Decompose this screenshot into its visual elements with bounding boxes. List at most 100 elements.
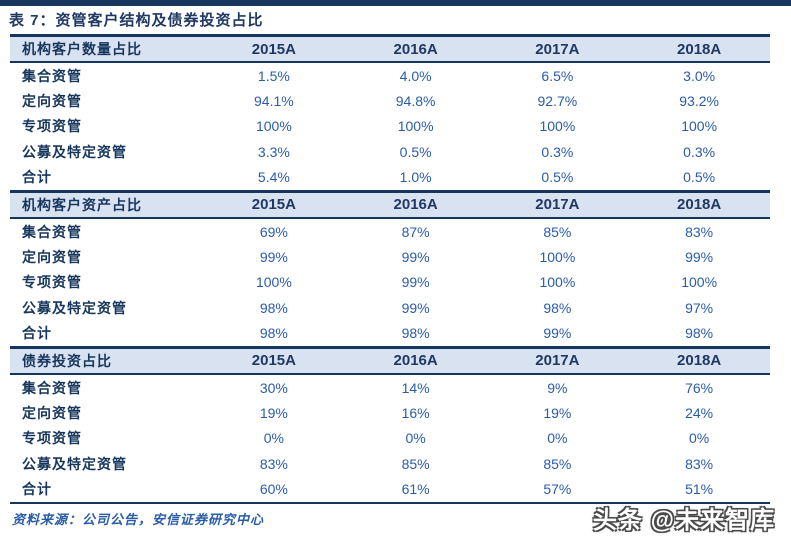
value-cell: 85% (543, 223, 572, 240)
table-row: 公募及特定资管 3.3% 0.5% 0.3% 0.3% (10, 139, 770, 165)
column-header: 2015A (251, 196, 296, 214)
value-cell: 92.7% (537, 93, 578, 110)
table-title: 表 7：资管客户结构及债券投资占比 (9, 12, 264, 29)
row-label: 专项资管 (22, 430, 82, 447)
value-cell: 98% (259, 299, 288, 316)
value-cell: 94.1% (254, 93, 294, 110)
row-label: 集合资管 (22, 223, 82, 240)
value-cell: 87% (401, 223, 430, 240)
table-row: 定向资管 94.1% 94.8% 92.7% 93.2% (10, 88, 770, 114)
value-cell: 83% (685, 223, 714, 240)
row-label: 专项资管 (22, 274, 82, 291)
column-header: 2016A (393, 40, 438, 58)
table-row: 专项资管 100% 100% 100% 100% (10, 113, 770, 140)
table-section: 机构客户数量占比 2015A 2016A 2017A 2018A 集合资管 1.5% 4.0%… (10, 34, 770, 190)
section-header-row: 机构客户资产占比 2015A 2016A 2017A 2018A (10, 189, 770, 219)
value-cell: 99% (401, 249, 430, 266)
value-cell: 0.5% (399, 143, 432, 160)
value-cell: 99% (685, 249, 714, 266)
table-row: 集合资管 30% 14% 9% 76% (10, 374, 770, 401)
row-label: 公募及特定资管 (22, 143, 127, 160)
section-header-label: 债券投资占比 (22, 352, 112, 369)
value-cell: 9% (547, 379, 568, 396)
value-cell: 83% (685, 455, 714, 472)
table-row: 公募及特定资管 98% 99% 98% 97% (10, 295, 770, 321)
value-cell: 98% (401, 325, 430, 342)
value-cell: 0.3% (683, 143, 716, 160)
value-cell: 100% (397, 118, 434, 135)
value-cell: 1.5% (257, 67, 290, 84)
value-cell: 76% (685, 379, 714, 396)
row-label: 定向资管 (22, 93, 82, 110)
row-label: 公募及特定资管 (22, 299, 127, 316)
value-cell: 57% (543, 481, 572, 498)
value-cell: 69% (259, 223, 288, 240)
row-label: 公募及特定资管 (22, 455, 127, 472)
watermark: 头条 @未来智库 (592, 507, 775, 534)
row-label: 定向资管 (22, 249, 82, 266)
column-header: 2018A (677, 40, 722, 58)
column-header: 2016A (393, 352, 438, 370)
data-table: 机构客户数量占比 2015A 2016A 2017A 2018A 集合资管 1.5% 4.0%… (10, 34, 770, 502)
source-note: 资料来源：公司公告，安信证券研究中心 (12, 511, 265, 527)
value-cell: 60% (259, 481, 288, 498)
value-cell: 85% (543, 455, 572, 472)
column-header: 2018A (677, 196, 722, 214)
table-row: 专项资管 100% 99% 100% 100% (10, 269, 770, 296)
value-cell: 0% (263, 430, 284, 447)
table-row: 集合资管 1.5% 4.0% 6.5% 3.0% (10, 63, 770, 89)
value-cell: 98% (259, 325, 288, 342)
value-cell: 100% (255, 118, 292, 135)
value-cell: 99% (401, 299, 430, 316)
table-section: 债券投资占比 2015A 2016A 2017A 2018A 集合资管 30% 14% 9% 76… (10, 345, 770, 502)
section-header-label: 机构客户数量占比 (22, 41, 142, 57)
value-cell: 3.3% (257, 143, 290, 160)
section-header-label: 机构客户资产占比 (22, 196, 142, 213)
row-label: 专项资管 (22, 118, 82, 135)
table-row: 集合资管 69% 87% 85% 83% (10, 218, 770, 245)
value-cell: 0% (405, 430, 426, 447)
value-cell: 0% (689, 430, 710, 447)
value-cell: 16% (401, 404, 430, 421)
value-cell: 24% (685, 404, 714, 421)
value-cell: 94.8% (395, 93, 436, 110)
value-cell: 51% (685, 481, 714, 498)
value-cell: 100% (539, 274, 576, 291)
value-cell: 6.5% (541, 67, 574, 84)
section-header-row: 债券投资占比 2015A 2016A 2017A 2018A (10, 345, 770, 375)
value-cell: 83% (259, 455, 288, 472)
value-cell: 99% (259, 249, 288, 266)
value-cell: 0.5% (541, 169, 574, 186)
table-row: 定向资管 99% 99% 100% 99% (10, 244, 770, 270)
row-label: 集合资管 (22, 67, 82, 84)
value-cell: 61% (401, 481, 430, 498)
value-cell: 14% (401, 379, 430, 396)
footer: 资料来源：公司公告，安信证券研究中心 (10, 501, 770, 529)
value-cell: 0% (547, 430, 568, 447)
value-cell: 100% (539, 118, 576, 135)
column-header: 2017A (535, 352, 580, 370)
value-cell: 19% (259, 404, 288, 421)
value-cell: 100% (681, 118, 718, 135)
column-header: 2018A (677, 352, 722, 370)
value-cell: 97% (685, 299, 714, 316)
value-cell: 30% (259, 379, 288, 396)
value-cell: 0.5% (683, 169, 716, 186)
table-row: 合计 98% 98% 99% 98% (10, 320, 770, 346)
value-cell: 1.0% (399, 169, 432, 186)
value-cell: 100% (539, 249, 576, 266)
value-cell: 99% (401, 274, 430, 291)
value-cell: 98% (685, 325, 714, 342)
value-cell: 100% (255, 274, 292, 291)
column-header: 2015A (251, 352, 296, 370)
value-cell: 0.3% (541, 143, 574, 160)
table-row: 合计 5.4% 1.0% 0.5% 0.5% (10, 164, 770, 190)
column-header: 2016A (393, 196, 438, 214)
column-header: 2017A (535, 196, 580, 214)
table-section: 机构客户资产占比 2015A 2016A 2017A 2018A 集合资管 69% 87% 85… (10, 189, 770, 346)
row-label: 定向资管 (22, 404, 82, 421)
column-header: 2015A (251, 40, 296, 58)
value-cell: 4.0% (399, 67, 432, 84)
value-cell: 99% (543, 325, 572, 342)
value-cell: 100% (681, 274, 718, 291)
